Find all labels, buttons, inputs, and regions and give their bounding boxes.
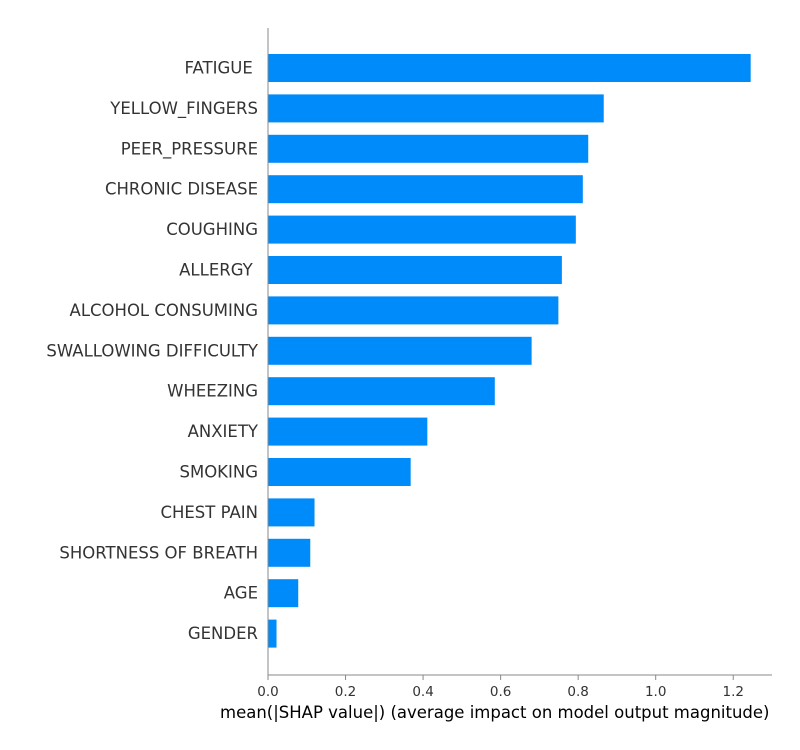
category-label-0: FATIGUE bbox=[185, 59, 258, 78]
bar-7 bbox=[268, 336, 532, 365]
bar-3 bbox=[268, 175, 583, 204]
bar-14 bbox=[268, 619, 277, 648]
bar-6 bbox=[268, 296, 559, 325]
bar-11 bbox=[268, 498, 315, 527]
category-label-8: WHEEZING bbox=[167, 382, 258, 401]
category-label-6: ALCOHOL CONSUMING bbox=[70, 301, 258, 320]
bar-13 bbox=[268, 579, 299, 608]
category-label-13: AGE bbox=[224, 584, 258, 603]
bar-0 bbox=[268, 54, 751, 82]
x-ticks-group: 0.0 0.2 0.4 0.6 0.8 1.0 1.2 bbox=[257, 675, 744, 700]
x-tick-label-1: 0.2 bbox=[335, 684, 356, 700]
x-tick-label-2: 0.4 bbox=[412, 684, 433, 700]
category-label-14: GENDER bbox=[188, 624, 258, 643]
category-label-3: CHRONIC DISEASE bbox=[105, 180, 258, 199]
category-label-12: SHORTNESS OF BREATH bbox=[59, 543, 258, 562]
x-tick-label-5: 1.0 bbox=[645, 684, 666, 700]
x-tick-label-4: 0.8 bbox=[567, 684, 588, 700]
category-label-9: ANXIETY bbox=[188, 422, 259, 441]
bar-5 bbox=[268, 256, 562, 284]
bar-1 bbox=[268, 94, 604, 123]
bar-2 bbox=[268, 134, 589, 163]
bars-group bbox=[268, 54, 751, 648]
x-tick-label-3: 0.6 bbox=[490, 684, 511, 700]
x-tick-label-6: 1.2 bbox=[722, 684, 743, 700]
category-label-4: COUGHING bbox=[166, 220, 258, 239]
bar-4 bbox=[268, 215, 576, 244]
category-label-1: YELLOW_FINGERS bbox=[109, 99, 258, 119]
category-label-11: CHEST PAIN bbox=[160, 503, 258, 522]
category-labels-group: FATIGUE YELLOW_FINGERS PEER_PRESSURE CHRON… bbox=[46, 59, 259, 644]
category-label-5: ALLERGY bbox=[179, 261, 258, 280]
bar-10 bbox=[268, 458, 411, 486]
bar-9 bbox=[268, 417, 428, 446]
category-label-10: SMOKING bbox=[179, 463, 258, 482]
category-label-2: PEER_PRESSURE bbox=[121, 139, 258, 159]
bar-8 bbox=[268, 377, 495, 406]
category-label-7: SWALLOWING DIFFICULTY bbox=[46, 341, 259, 360]
x-tick-label-0: 0.0 bbox=[257, 684, 278, 700]
bar-12 bbox=[268, 538, 311, 567]
x-axis-label: mean(|SHAP value|) (average impact on mo… bbox=[220, 703, 770, 722]
